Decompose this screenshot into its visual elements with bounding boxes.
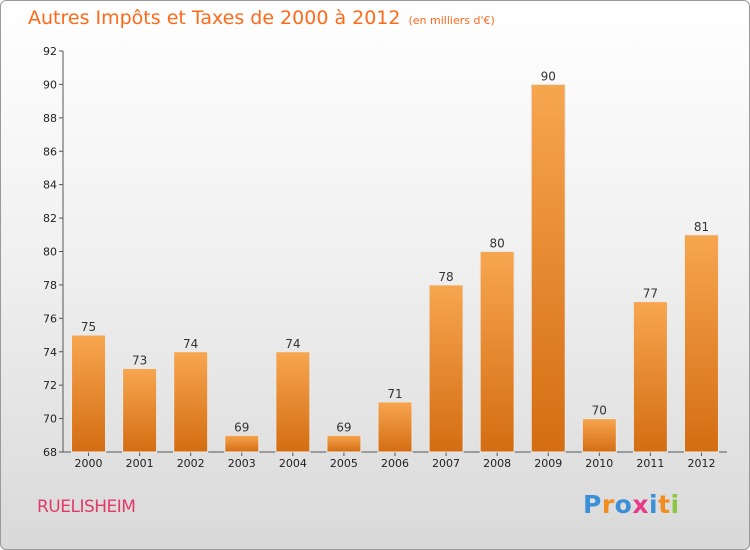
bar-2008[interactable] <box>479 251 515 453</box>
bar-2009[interactable] <box>530 83 566 453</box>
x-tick-label: 2012 <box>687 457 715 470</box>
value-label-2004: 74 <box>285 337 300 351</box>
y-tick-label: 78 <box>43 279 57 292</box>
value-label-2010: 70 <box>592 404 607 418</box>
bar-2010[interactable] <box>581 418 617 453</box>
bar-2003[interactable] <box>224 434 260 453</box>
x-tick-label: 2007 <box>432 457 460 470</box>
y-tick-label: 80 <box>43 246 57 259</box>
logo-letter: t <box>658 490 671 519</box>
bar-2006[interactable] <box>377 401 413 453</box>
x-tick-label: 2001 <box>126 457 154 470</box>
y-tick-label: 74 <box>43 346 57 359</box>
bar-2001[interactable] <box>122 367 158 453</box>
logo-letter: r <box>601 490 615 519</box>
y-tick-label: 86 <box>43 145 57 158</box>
value-label-2008: 80 <box>490 237 505 251</box>
logo-letter: o <box>614 490 633 519</box>
value-labels: 75 73 74 69 74 69 71 78 80 90 70 77 81 <box>81 69 709 434</box>
x-tick-label: 2000 <box>75 457 103 470</box>
bar-2005[interactable] <box>326 434 362 453</box>
value-label-2007: 78 <box>438 270 453 284</box>
chart-title: Autres Impôts et Taxes de 2000 à 2012 (en… <box>28 7 495 29</box>
y-tick-label: 70 <box>43 413 57 426</box>
x-tick-label: 2006 <box>381 457 409 470</box>
logo-letter: i <box>670 490 680 519</box>
value-label-2002: 74 <box>183 337 198 351</box>
chart-title-text: Autres Impôts et Taxes de 2000 à 2012 <box>28 7 401 29</box>
value-label-2001: 73 <box>132 353 147 367</box>
bar-2007[interactable] <box>428 284 464 453</box>
bar-2002[interactable] <box>173 351 209 453</box>
bar-2000[interactable] <box>71 334 107 453</box>
value-label-2006: 71 <box>387 387 402 401</box>
value-label-2000: 75 <box>81 320 96 334</box>
bars <box>71 83 719 453</box>
y-tick-label: 90 <box>43 78 57 91</box>
x-tick-label: 2009 <box>534 457 562 470</box>
bar-2004[interactable] <box>275 351 311 453</box>
y-tick-label: 72 <box>43 379 57 392</box>
value-label-2003: 69 <box>234 420 249 434</box>
chart-unit: (en milliers d'€) <box>408 14 495 27</box>
y-tick-label: 88 <box>43 112 57 125</box>
x-tick-label: 2010 <box>585 457 613 470</box>
logo-letter: P <box>583 490 602 519</box>
proxiti-logo[interactable]: Proxiti <box>583 490 680 519</box>
x-tick-label: 2002 <box>177 457 205 470</box>
logo-letter: x <box>632 490 649 519</box>
y-tick-label: 76 <box>43 312 57 325</box>
y-tick-label: 84 <box>43 179 57 192</box>
logo-letter: i <box>649 490 659 519</box>
value-label-2012: 81 <box>694 220 709 234</box>
y-tick-label: 82 <box>43 212 57 225</box>
y-tick-label: 92 <box>43 45 57 58</box>
value-label-2011: 77 <box>643 287 658 301</box>
y-tick-label: 68 <box>43 446 57 459</box>
value-label-2009: 90 <box>541 69 556 83</box>
x-tick-label: 2003 <box>228 457 256 470</box>
x-tick-label: 2008 <box>483 457 511 470</box>
bar-2012[interactable] <box>683 234 719 453</box>
x-tick-label: 2004 <box>279 457 307 470</box>
value-label-2005: 69 <box>336 420 351 434</box>
x-tick-label: 2011 <box>636 457 664 470</box>
commune-name: RUELISHEIM <box>37 497 136 517</box>
bar-2011[interactable] <box>632 301 668 453</box>
x-tick-label: 2005 <box>330 457 358 470</box>
